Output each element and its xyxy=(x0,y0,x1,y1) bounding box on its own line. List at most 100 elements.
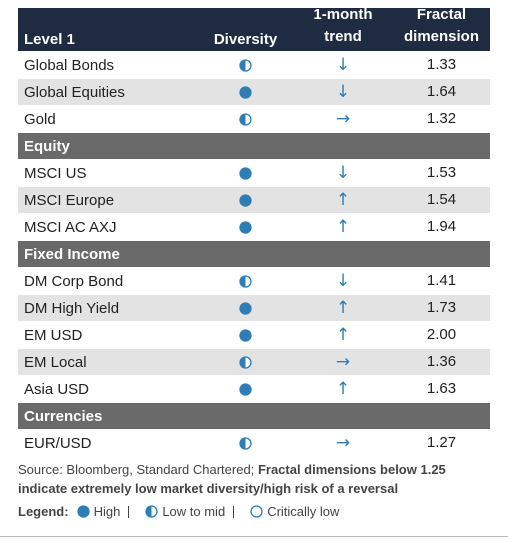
asset-name: DM Corp Bond xyxy=(24,272,124,290)
legend-label: Legend: xyxy=(18,504,69,519)
trend-cell: ↑ xyxy=(293,189,393,212)
diversity-icon xyxy=(239,112,252,126)
legend-item: Low to mid xyxy=(162,504,226,519)
section-header: Equity xyxy=(18,133,490,159)
diversity-icon xyxy=(239,220,252,234)
trend-arrow: → xyxy=(335,432,351,453)
asset-name: MSCI Europe xyxy=(24,191,115,209)
trend-arrow: ↓ xyxy=(335,270,351,291)
legend-separator xyxy=(128,505,130,518)
diversity-cell xyxy=(198,355,293,369)
diversity-cell xyxy=(198,85,293,99)
trend-arrow: ↑ xyxy=(335,378,351,399)
asset-name: EUR/USD xyxy=(24,434,92,452)
trend-arrow: ↓ xyxy=(335,81,351,102)
trend-arrow: ↑ xyxy=(335,216,351,237)
diversity-icon xyxy=(239,274,252,288)
trend-arrow: ↑ xyxy=(335,297,351,318)
diversity-icon xyxy=(145,505,158,518)
fractal-value: 1.32 xyxy=(426,110,457,127)
diversity-cell xyxy=(198,274,293,288)
trend-arrow: ↓ xyxy=(335,162,351,183)
fractal-value: 1.54 xyxy=(426,191,457,208)
diversity-icon xyxy=(239,355,252,369)
column-header: Fractal dimension xyxy=(403,6,479,45)
asset-name: DM High Yield xyxy=(24,299,120,317)
diversity-icon xyxy=(76,505,90,518)
table-row: MSCI AC AXJ ↑ 1.94 xyxy=(18,214,490,240)
trend-arrow: ↑ xyxy=(335,324,351,345)
legend: Legend: High Low to mid Critically low xyxy=(18,504,339,519)
trend-cell: ↑ xyxy=(293,378,393,401)
trend-cell: ↑ xyxy=(293,324,393,347)
fractal-value: 1.36 xyxy=(426,353,457,370)
trend-cell: ↓ xyxy=(293,54,393,77)
divider xyxy=(0,536,508,537)
trend-arrow: ↓ xyxy=(335,54,351,75)
fractal-value: 2.00 xyxy=(426,326,457,343)
table-row: DM High Yield ↑ 1.73 xyxy=(18,295,490,321)
asset-name: Global Bonds xyxy=(24,56,115,74)
table-row: Asia USD ↑ 1.63 xyxy=(18,376,490,402)
diversity-cell xyxy=(198,166,293,180)
trend-cell: ↑ xyxy=(293,216,393,239)
table-row: EM Local → 1.36 xyxy=(18,349,490,375)
diversity-cell xyxy=(198,328,293,342)
legend-item: High xyxy=(93,504,121,519)
trend-arrow: ↑ xyxy=(335,189,351,210)
trend-cell: ↓ xyxy=(293,162,393,185)
table-row: MSCI US ↓ 1.53 xyxy=(18,160,490,186)
table-row: Global Equities ↓ 1.64 xyxy=(18,79,490,105)
asset-name: EM USD xyxy=(24,326,83,344)
diversity-icon xyxy=(239,382,252,396)
trend-cell: → xyxy=(293,432,393,455)
column-header: 1-month trend xyxy=(313,6,373,45)
diversity-cell xyxy=(198,220,293,234)
diversity-cell xyxy=(198,193,293,207)
trend-cell: → xyxy=(293,351,393,374)
legend-separator xyxy=(233,505,235,518)
asset-name: MSCI US xyxy=(24,164,87,182)
trend-cell: ↓ xyxy=(293,81,393,104)
trend-arrow: → xyxy=(335,108,351,129)
source-text: Source: Bloomberg, Standard Chartered; xyxy=(18,462,255,477)
trend-cell: ↓ xyxy=(293,270,393,293)
asset-name: EM Local xyxy=(24,353,87,371)
table-row: Global Bonds ↓ 1.33 xyxy=(18,52,490,78)
asset-name: MSCI AC AXJ xyxy=(24,218,117,236)
fractal-value: 1.94 xyxy=(426,218,457,235)
table-row: EM USD ↑ 2.00 xyxy=(18,322,490,348)
diversity-cell xyxy=(198,382,293,396)
asset-name: Global Equities xyxy=(24,83,125,101)
diversity-icon xyxy=(250,505,263,518)
fractal-value: 1.63 xyxy=(426,380,457,397)
column-header: Diversity xyxy=(213,31,278,48)
section-header: Currencies xyxy=(18,403,490,429)
asset-name: Asia USD xyxy=(24,380,90,398)
table-row: EUR/USD → 1.27 xyxy=(18,430,490,456)
table-row: Gold → 1.32 xyxy=(18,106,490,132)
diversity-icon xyxy=(239,166,252,180)
diversity-cell xyxy=(198,112,293,126)
diversity-icon xyxy=(239,58,252,72)
fractal-value: 1.27 xyxy=(426,434,457,451)
table: Level 1 Diversity 1-month trend Fractal dim… xyxy=(18,6,490,457)
section-header: Fixed Income xyxy=(18,241,490,267)
diversity-icon xyxy=(239,193,252,207)
diversity-cell xyxy=(198,58,293,72)
table-row: DM Corp Bond ↓ 1.41 xyxy=(18,268,490,294)
legend-item: Critically low xyxy=(267,504,340,519)
fractal-value: 1.41 xyxy=(426,272,457,289)
diversity-icon xyxy=(239,85,252,99)
diversity-icon xyxy=(239,328,252,342)
source-note: Source: Bloomberg, Standard Chartered; F… xyxy=(18,460,498,498)
fractal-value: 1.64 xyxy=(426,83,457,100)
asset-name: Gold xyxy=(24,110,56,128)
fractal-value: 1.53 xyxy=(426,164,457,181)
diversity-cell xyxy=(198,301,293,315)
diversity-cell xyxy=(198,436,293,450)
fractal-value: 1.33 xyxy=(426,56,457,73)
diversity-icon xyxy=(239,301,252,315)
fractal-value: 1.73 xyxy=(426,299,457,316)
trend-cell: → xyxy=(293,108,393,131)
